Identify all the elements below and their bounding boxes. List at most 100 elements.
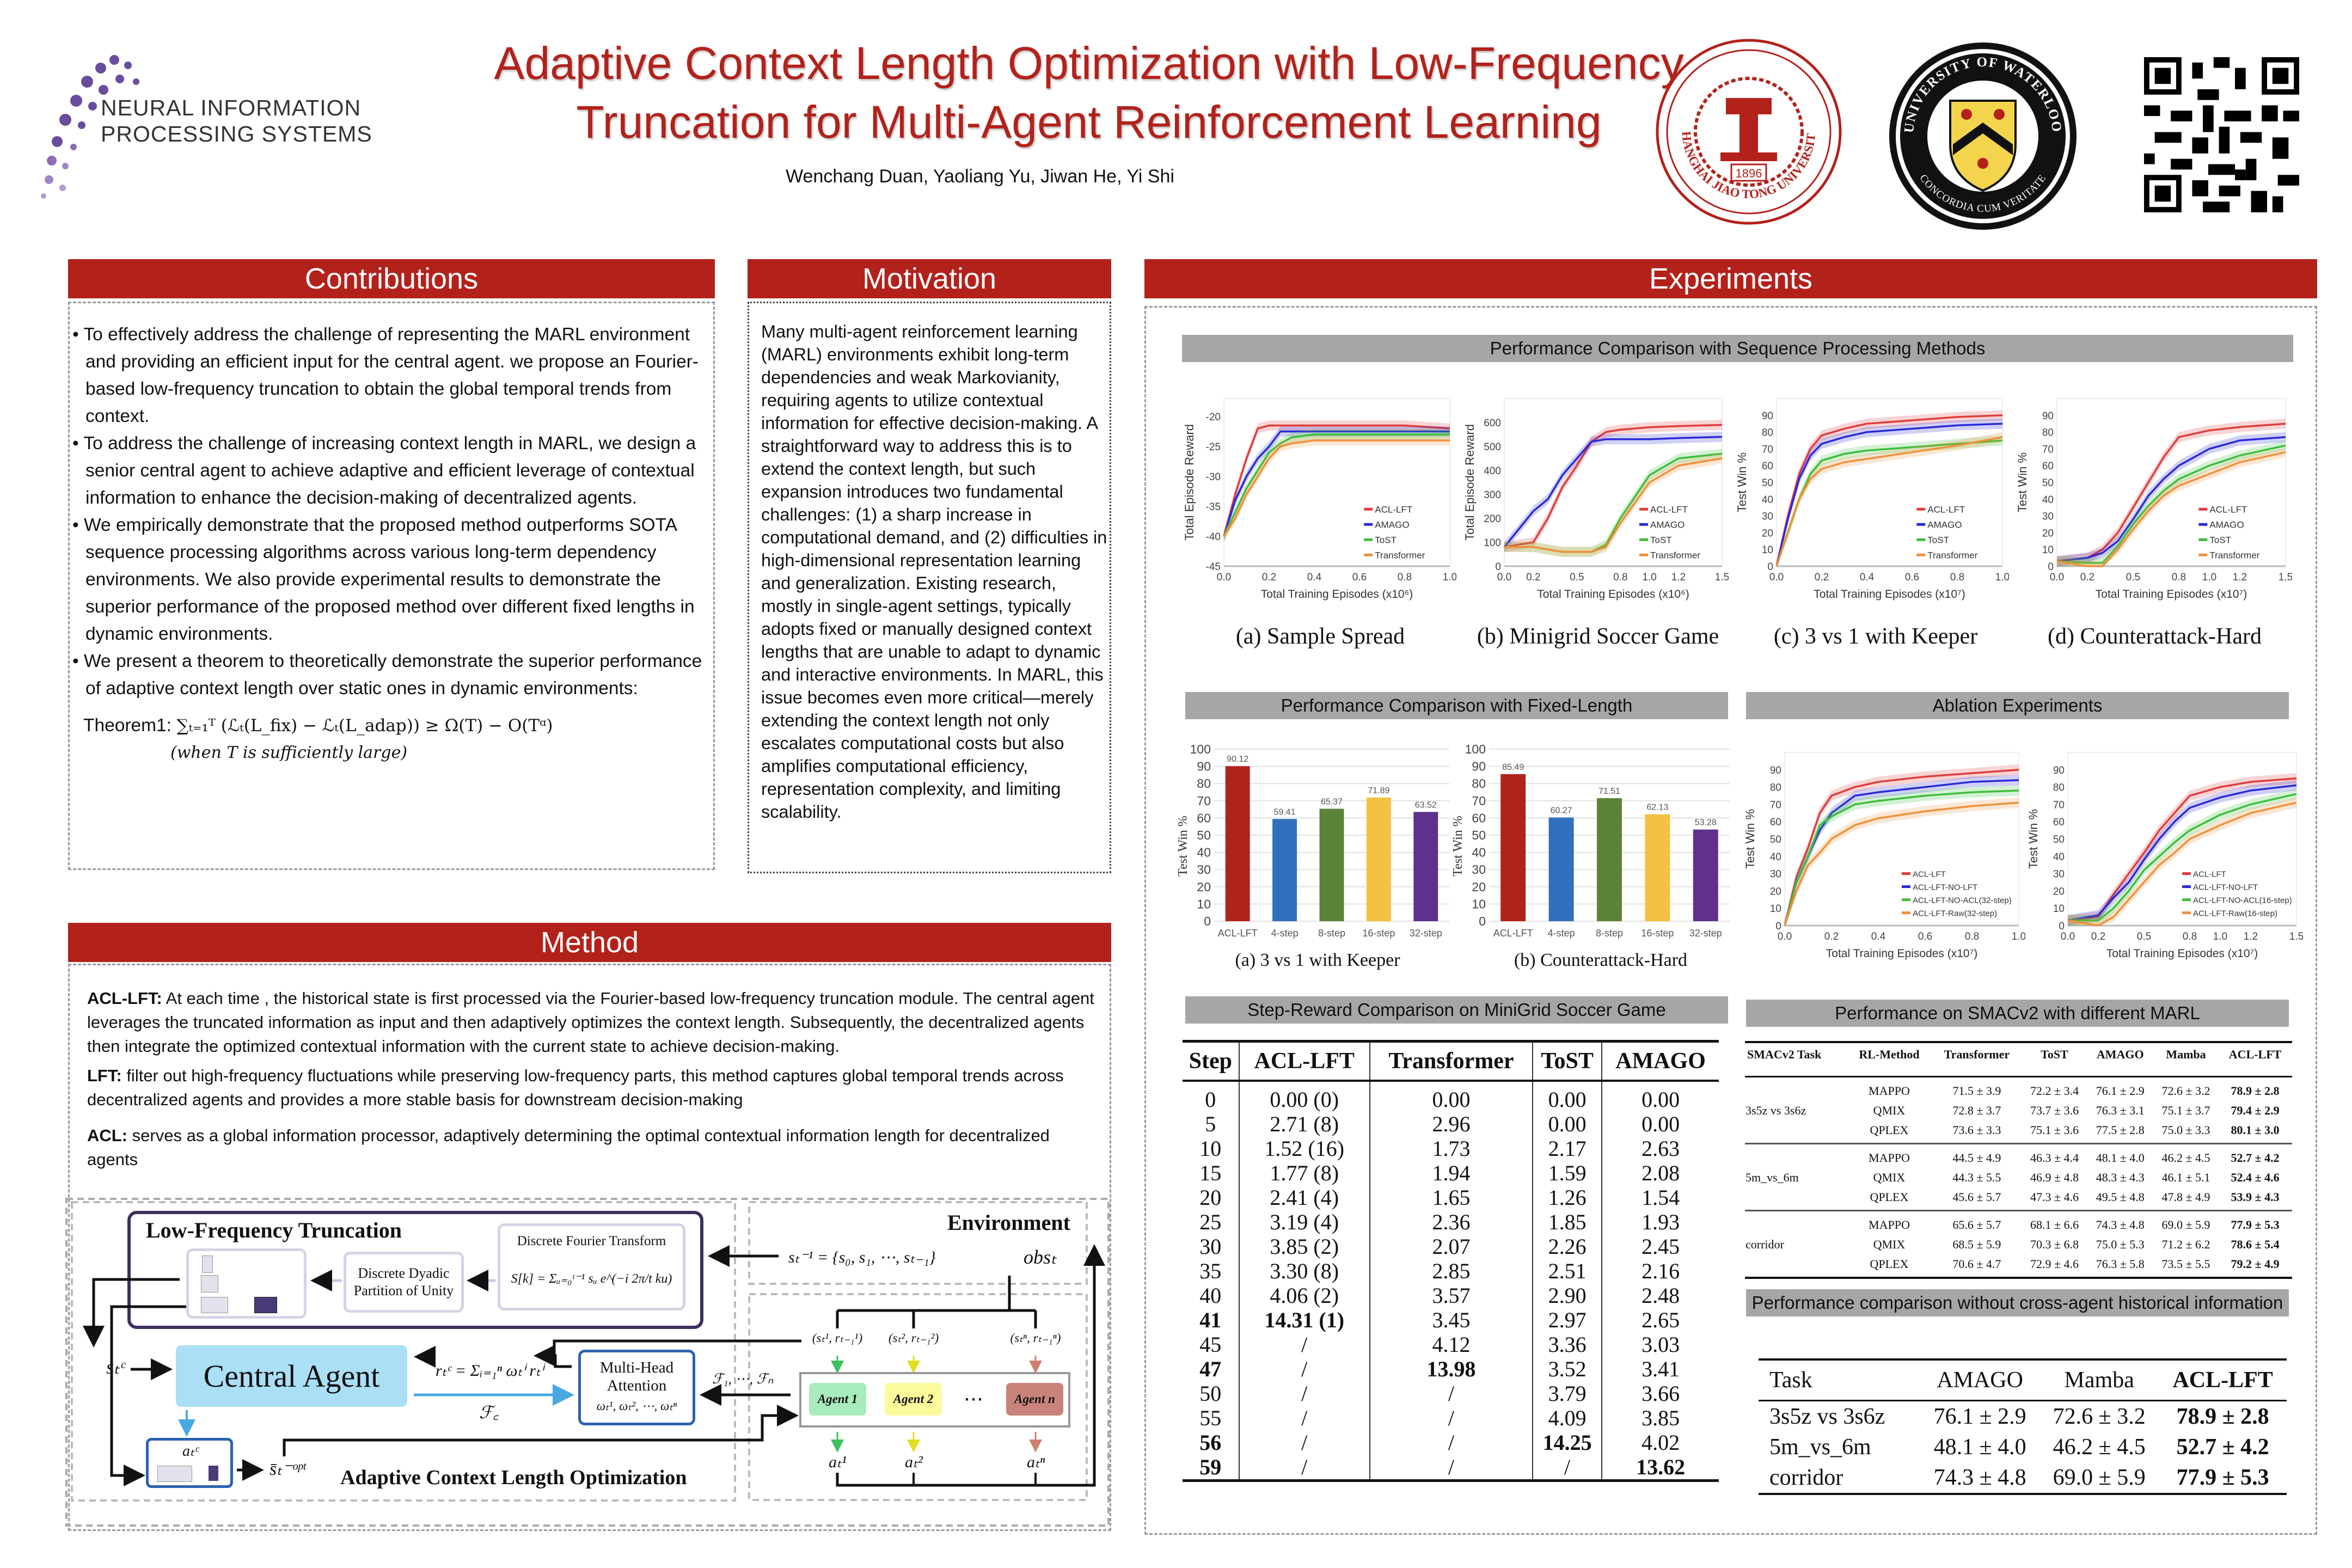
table-cell: 3.45: [1369, 1308, 1533, 1332]
legend-label: ACL-LFT-NO-LFT: [1913, 883, 1977, 892]
y-tick-label: 50: [1472, 828, 1486, 842]
table-cell: 2.45: [1601, 1234, 1719, 1259]
series-band-acl-lft-no-acl(16-step): [2068, 788, 2296, 926]
table-cell: 68.5 ± 5.9: [1952, 1238, 2001, 1251]
column-header: AMAGO: [2086, 1042, 2154, 1077]
x-tick-label: 32-step: [1689, 928, 1722, 939]
table-cell: 59: [1199, 1455, 1222, 1479]
y-tick-label: 0: [2059, 921, 2065, 932]
table-row: 15 1.77 (8) 1.94 1.59 2.08: [1183, 1161, 1719, 1185]
series-line-acl-lft-no-lft: [2067, 784, 2297, 922]
table-row: 5m_vs_6m 48.1 ± 4.0 46.2 ± 4.5 52.7 ± 4.2: [1759, 1432, 2287, 1462]
column-header: Task: [1759, 1359, 1921, 1401]
bar-16-step: [1366, 797, 1391, 921]
table-cell: /: [1369, 1455, 1533, 1481]
y-tick-label: 20: [2042, 528, 2054, 539]
table-cell: 3.66: [1601, 1381, 1719, 1406]
legend-label: ToST: [1650, 535, 1672, 545]
x-axis-label: Total Training Episodes (x10⁷): [1826, 947, 1977, 960]
table-cell: 1.54: [1601, 1185, 1719, 1210]
series-line-transformer: [2056, 451, 2286, 567]
table-cell: /: [1369, 1430, 1533, 1455]
table-cell: 69.0 ± 5.9: [2053, 1465, 2146, 1490]
table-cell: 1.93: [1601, 1210, 1719, 1234]
table-cell: 30: [1199, 1234, 1222, 1259]
caption-counterattack-hard: (d) Counterattack-Hard: [2048, 624, 2262, 649]
table-cell: 49.5 ± 4.8: [2086, 1187, 2154, 1211]
legend-label: ACL-LFT-Raw(16-step): [2193, 909, 2277, 918]
table-cell: 47.8 ± 4.9: [2153, 1187, 2219, 1211]
y-tick-label: 90: [1762, 411, 1773, 422]
y-tick-label: 80: [2053, 782, 2065, 794]
motivation-panel: [748, 302, 1111, 873]
caption-bar-counterattack: (b) Counterattack-Hard: [1514, 950, 1688, 970]
table-cell: 2.85: [1369, 1259, 1533, 1283]
poster-title: Adaptive Context Length Optimization wit…: [381, 34, 1797, 151]
bar-32-step: [1693, 829, 1718, 921]
cross-agent-subheader: Performance comparison without cross-age…: [1746, 1289, 2289, 1316]
x-tick-label: 0.2: [2080, 572, 2094, 583]
x-tick-label: 16-step: [1362, 928, 1395, 939]
y-tick-label: 60: [1197, 811, 1211, 825]
x-tick-label: 0.0: [1769, 572, 1784, 583]
table-cell: 73.5 ± 5.5: [2153, 1254, 2219, 1279]
task-cell: corridor: [1745, 1238, 1784, 1251]
table-cell: 80.1 ± 3.0: [2218, 1120, 2292, 1144]
table-cell: 48.1 ± 4.0: [2096, 1151, 2145, 1165]
y-tick-label: 40: [1472, 846, 1486, 860]
task-cell: 5m_vs_6m: [1745, 1171, 1799, 1184]
task-cell: [1745, 1254, 1847, 1279]
chart-sample-spread: -45 -40 -35 -30 -25 -20 0.0 0.2 0.4 0.6 0.8 1.0 Tota…: [1183, 398, 1456, 601]
table-cell: 0.00 (0): [1238, 1081, 1370, 1112]
table-cell: 78.9 ± 2.8: [2231, 1084, 2280, 1098]
column-header: Step: [1183, 1041, 1239, 1082]
legend-label: ACL-LFT: [1913, 870, 1946, 879]
bar-value-label: 65.37: [1321, 797, 1343, 806]
table-cell: 78.9 ± 2.8: [2176, 1404, 2269, 1429]
qr-code[interactable]: [2144, 57, 2299, 212]
table-cell: 50: [1199, 1381, 1222, 1406]
table-cell: 3.03: [1601, 1332, 1719, 1357]
sjtu-seal-logo: SHANGHAI JIAO TONG UNIVERSITY 1896: [1655, 38, 1842, 225]
legend-label: ACL-LFT-NO-ACL(16-step): [2193, 896, 2292, 905]
bar-4-step: [1548, 817, 1574, 921]
neurips-line2: PROCESSING SYSTEMS: [101, 121, 372, 146]
paragraph-label: ACL-LFT:: [87, 989, 162, 1008]
series-band-acl-lft-raw(32-step): [1785, 797, 2019, 926]
table-cell: 2.63: [1601, 1136, 1719, 1161]
legend-label: Transformer: [2209, 550, 2259, 560]
y-tick-label: 10: [1197, 897, 1211, 911]
bar-4-step: [1272, 819, 1297, 921]
x-tick-label: 0.8: [1398, 572, 1412, 583]
table-cell: 71.2 ± 6.2: [2161, 1238, 2210, 1251]
series-line-amago: [1223, 430, 1450, 537]
x-axis-label: Total Training Episodes (x10⁶): [1537, 588, 1689, 601]
y-tick-label: 90: [1472, 759, 1486, 774]
table-cell: 77.9 ± 5.3: [2231, 1218, 2280, 1232]
table-cell: 77.5 ± 2.8: [2086, 1120, 2154, 1144]
x-axis-label: Total Training Episodes (x10⁷): [1814, 588, 1965, 601]
bar-acl-lft: [1225, 766, 1250, 921]
table-cell: 75.0 ± 5.3: [2096, 1238, 2145, 1251]
x-tick-label: 1.5: [2278, 572, 2292, 583]
bar-value-label: 53.28: [1695, 818, 1717, 828]
x-tick-label: 0.6: [1352, 572, 1367, 583]
table-cell: 79.4 ± 2.9: [2231, 1104, 2280, 1117]
table-cell: 46.2 ± 4.5: [2161, 1151, 2210, 1165]
fixed-length-subheader: Performance Comparison with Fixed-Length: [1185, 692, 1728, 719]
table-row: 30 3.85 (2) 2.07 2.26 2.45: [1183, 1234, 1719, 1259]
paragraph-text: At each time , the historical state is f…: [87, 989, 1094, 1056]
table-cell: 53.9 ± 4.3: [2218, 1187, 2292, 1211]
series-line-acl-lft-no-acl(32-step): [1784, 789, 2019, 926]
table-row: 50//3.79 3.66: [1183, 1381, 1719, 1406]
table-cell: 79.2 ± 4.9: [2218, 1254, 2292, 1279]
table-cell: MAPPO: [1869, 1218, 1910, 1232]
x-tick-label: 1.2: [2233, 572, 2247, 583]
y-tick-label: -35: [1206, 501, 1221, 513]
y-tick-label: 0: [2048, 561, 2054, 573]
table-row: 25 3.19 (4) 2.36 1.85 1.93: [1183, 1210, 1719, 1234]
y-tick-label: 100: [1484, 537, 1501, 549]
y-tick-label: 30: [2042, 511, 2054, 523]
column-header: Mamba: [2153, 1042, 2219, 1077]
table-cell: 72.6 ± 3.2: [2053, 1404, 2146, 1429]
